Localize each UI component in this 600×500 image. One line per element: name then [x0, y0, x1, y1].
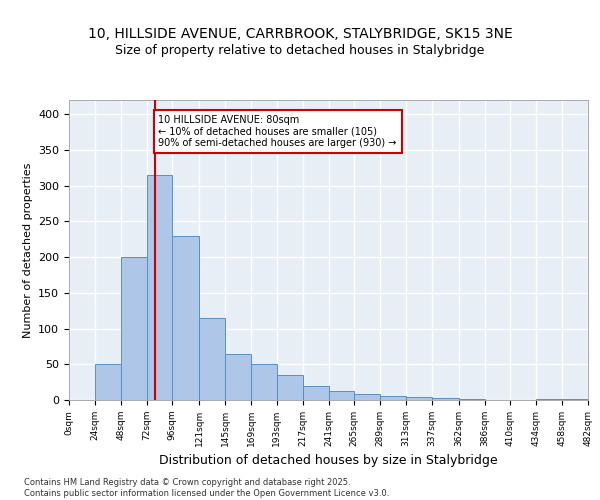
Bar: [302, 386, 329, 400]
Bar: [146, 175, 172, 400]
Bar: [380, 396, 406, 400]
Text: 10, HILLSIDE AVENUE, CARRBROOK, STALYBRIDGE, SK15 3NE: 10, HILLSIDE AVENUE, CARRBROOK, STALYBRI…: [88, 28, 512, 42]
Bar: [355, 394, 380, 400]
Bar: [172, 236, 199, 400]
Bar: [406, 397, 432, 400]
Bar: [199, 318, 225, 400]
Bar: [121, 257, 146, 400]
Y-axis label: Number of detached properties: Number of detached properties: [23, 162, 32, 338]
Bar: [95, 364, 121, 400]
Bar: [432, 398, 459, 400]
Text: 10 HILLSIDE AVENUE: 80sqm
← 10% of detached houses are smaller (105)
90% of semi: 10 HILLSIDE AVENUE: 80sqm ← 10% of detac…: [158, 115, 397, 148]
Bar: [277, 375, 302, 400]
Text: Size of property relative to detached houses in Stalybridge: Size of property relative to detached ho…: [115, 44, 485, 57]
X-axis label: Distribution of detached houses by size in Stalybridge: Distribution of detached houses by size …: [159, 454, 498, 468]
Bar: [225, 354, 251, 400]
Bar: [329, 392, 355, 400]
Text: Contains HM Land Registry data © Crown copyright and database right 2025.
Contai: Contains HM Land Registry data © Crown c…: [24, 478, 389, 498]
Bar: [251, 364, 277, 400]
